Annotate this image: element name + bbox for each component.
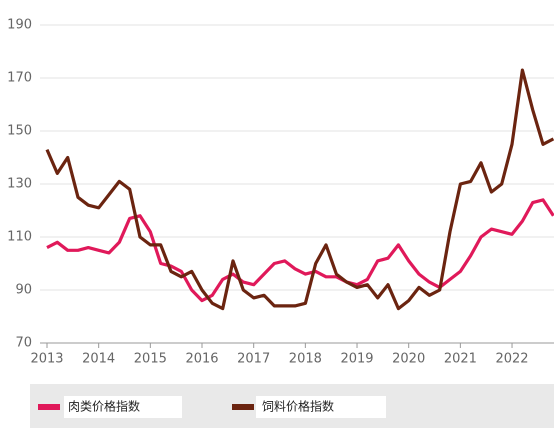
- x-tick-label: 2022: [495, 352, 528, 367]
- x-tick-label: 2020: [392, 352, 425, 367]
- x-tick-label: 2014: [82, 352, 115, 367]
- legend-swatch: [38, 404, 60, 410]
- x-tick-label: 2013: [30, 352, 63, 367]
- y-tick-label: 190: [7, 18, 32, 33]
- x-tick-label: 2021: [444, 352, 477, 367]
- y-tick-label: 70: [15, 336, 32, 351]
- x-tick-label: 2018: [289, 352, 322, 367]
- legend-box: [64, 396, 182, 418]
- x-tick-label: 2017: [237, 352, 270, 367]
- x-tick-label: 2019: [340, 352, 373, 367]
- y-tick-label: 170: [7, 71, 32, 86]
- x-tick-label: 2015: [134, 352, 167, 367]
- legend-box: [256, 396, 386, 418]
- series-line: [45, 68, 554, 311]
- legend-swatch: [232, 404, 254, 410]
- y-tick-label: 150: [7, 124, 32, 139]
- y-tick-label: 130: [7, 177, 32, 192]
- y-tick-label: 90: [15, 283, 32, 298]
- y-tick-label: 110: [7, 230, 32, 245]
- series-line: [46, 198, 554, 303]
- legend-label: 肉类价格指数: [68, 399, 140, 414]
- legend-label: 饲料价格指数: [262, 399, 334, 414]
- x-tick-label: 2016: [185, 352, 218, 367]
